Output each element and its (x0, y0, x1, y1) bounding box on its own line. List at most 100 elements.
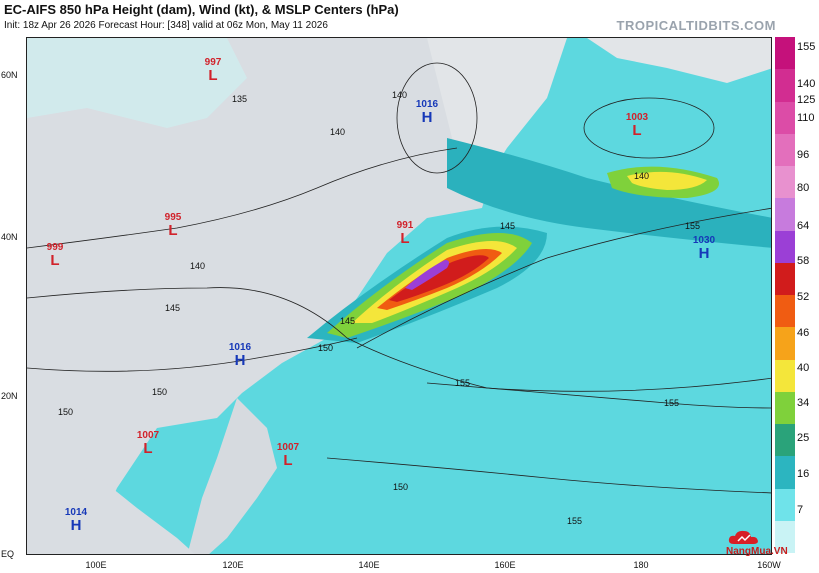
center-pressure: 1014 (64, 507, 88, 518)
contour-label: 155 (664, 398, 680, 408)
lon-label: 120E (222, 560, 244, 570)
colorbar-segment (775, 101, 795, 134)
center-symbol: L (283, 452, 293, 469)
height-contour (356, 207, 771, 349)
colorbar-segment (775, 424, 795, 457)
colorbar-label: 7 (797, 504, 804, 516)
contour-label: 140 (392, 90, 408, 100)
land-philippines (187, 398, 277, 554)
lat-label: EQ (1, 549, 15, 559)
cloud-logo-icon (728, 530, 758, 544)
contour-label: 150 (152, 387, 168, 397)
colorbar-segment (775, 69, 795, 102)
lon-label: 100E (85, 560, 107, 570)
colorbar-segment (775, 198, 795, 231)
contour-label: 145 (165, 303, 181, 313)
colorbar-segment (775, 359, 795, 392)
high-contour (396, 62, 478, 174)
colorbar-segment (775, 133, 795, 166)
high-pressure-center: 1014 H (64, 507, 88, 534)
land-siberia-shade (27, 38, 247, 128)
colorbar-segment (775, 391, 795, 424)
center-pressure: 1007 (276, 442, 300, 453)
colorbar-label: 110 (797, 112, 815, 124)
contour-label: 155 (685, 221, 701, 231)
colorbar-label: 64 (797, 220, 810, 232)
lon-label: 160W (757, 560, 781, 570)
low-pressure-center: 1007 L (136, 430, 160, 457)
low-pressure-center: 999 L (46, 242, 64, 269)
high-pressure-center: 1030 H (692, 235, 716, 262)
center-pressure: 1003 (625, 112, 649, 123)
land-asia (27, 38, 497, 554)
center-pressure: 1030 (692, 235, 716, 246)
height-contour (326, 457, 771, 494)
contour-label: 150 (393, 482, 409, 492)
center-symbol: L (50, 252, 60, 269)
jet-band-north (447, 138, 771, 248)
colorbar-label: 46 (797, 327, 810, 339)
lon-label: 140E (358, 560, 380, 570)
contour-label: 140 (634, 171, 650, 181)
brand-text: TROPICALTIDBITS.COM (616, 18, 776, 33)
high-pressure-center: 1016 H (416, 100, 438, 126)
colorbar-segment (775, 456, 795, 489)
center-symbol: H (421, 109, 433, 126)
contour-label: 155 (567, 516, 583, 526)
map-title: EC-AIFS 850 hPa Height (dam), Wind (kt),… (4, 2, 399, 17)
contour-label: 155 (455, 378, 471, 388)
low-pressure-center: 995 L (165, 213, 182, 239)
colorbar-segment (775, 262, 795, 295)
center-pressure: 1007 (136, 430, 160, 441)
colorbar (775, 37, 795, 553)
colorbar-segment (775, 166, 795, 199)
colorbar-label: 16 (797, 468, 810, 480)
low-pressure-center: 1003 L (625, 112, 649, 139)
center-pressure: 991 (396, 220, 414, 231)
colorbar-segment (775, 488, 795, 521)
wind-58kt (389, 255, 489, 302)
contour-label: 150 (58, 407, 74, 417)
land-indonesia (67, 468, 195, 554)
colorbar-segment (775, 327, 795, 360)
center-symbol: L (168, 222, 178, 239)
contour-label: 145 (500, 221, 516, 231)
center-pressure: 1016 (228, 342, 252, 353)
colorbar-label: 80 (797, 182, 810, 194)
map-canvas (27, 38, 771, 554)
colorbar-label: 25 (797, 432, 810, 444)
colorbar-segment (775, 520, 795, 553)
land-alaska (587, 38, 771, 83)
watermark-text: NangMua.VN (726, 546, 788, 557)
lon-label: 180 (633, 560, 649, 570)
colorbar-label: 58 (797, 255, 810, 267)
lon-label: 160E (494, 560, 516, 570)
low-pressure-center: 991 L (396, 220, 414, 247)
colorbar-label: 125 (797, 94, 816, 106)
colorbar-label: 96 (797, 149, 810, 161)
colorbar-label: 140 (797, 78, 816, 90)
lat-label: 40N (1, 232, 18, 242)
center-pressure: 999 (46, 242, 64, 253)
center-symbol: L (632, 122, 642, 139)
contour-label: 140 (190, 261, 206, 271)
low-pressure-center: 1007 L (276, 442, 300, 469)
center-symbol: H (234, 352, 246, 369)
contour-label: 150 (318, 343, 334, 353)
center-symbol: H (70, 517, 82, 534)
center-pressure: 997 (204, 57, 222, 68)
low-pressure-center: 997 L (204, 57, 222, 84)
lat-label: 20N (1, 391, 18, 401)
center-symbol: L (208, 67, 218, 84)
wind-64kt (405, 260, 450, 290)
height-contour (27, 337, 358, 372)
weather-map (26, 37, 772, 555)
map-subtitle: Init: 18z Apr 26 2026 Forecast Hour: [34… (4, 20, 328, 31)
center-symbol: H (698, 245, 710, 262)
center-symbol: L (143, 440, 153, 457)
contour-label: 145 (340, 316, 356, 326)
colorbar-label: 34 (797, 397, 810, 409)
contour-label: 135 (232, 94, 248, 104)
colorbar-segment (775, 230, 795, 263)
colorbar-label: 40 (797, 362, 810, 374)
